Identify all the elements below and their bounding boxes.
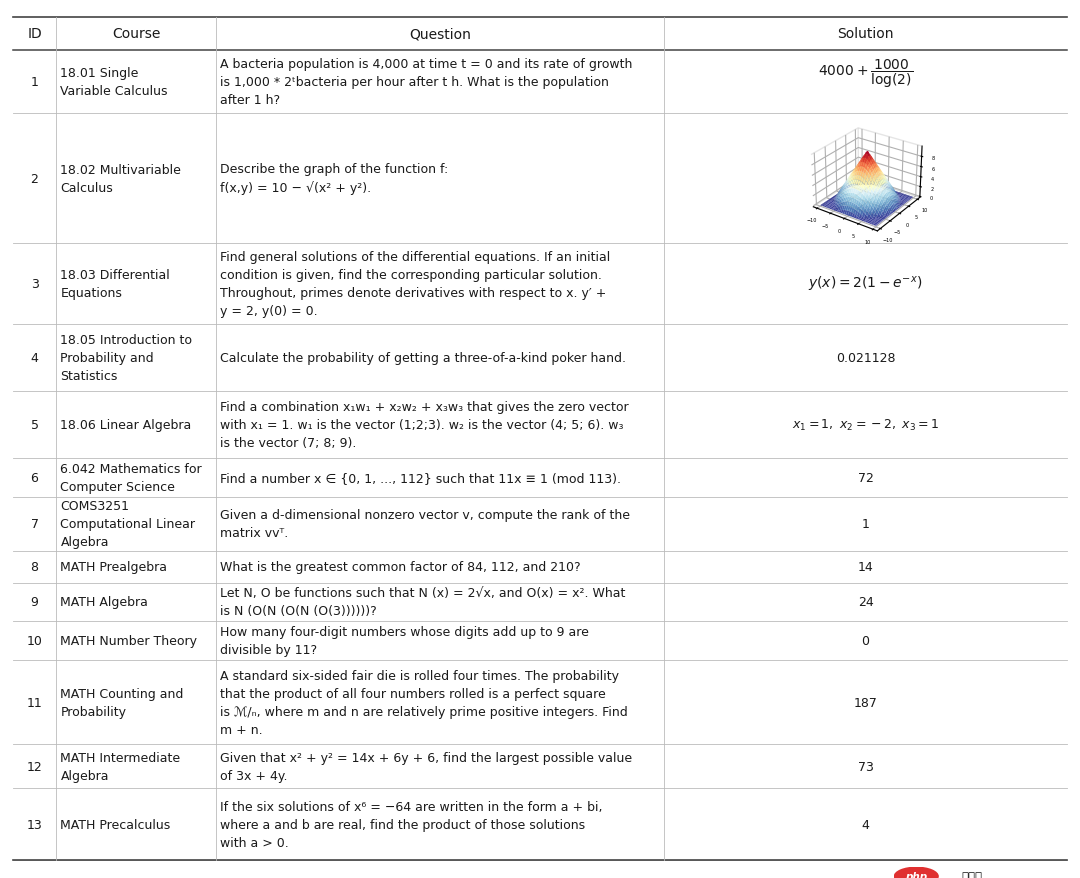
Text: Find general solutions of the differential equations. If an initial
condition is: Find general solutions of the differenti… [220,251,610,318]
Text: 2: 2 [30,173,39,185]
Text: 11: 11 [27,696,42,709]
Text: MATH Counting and
Probability: MATH Counting and Probability [60,687,184,718]
Text: How many four-digit numbers whose digits add up to 9 are
divisible by 11?: How many four-digit numbers whose digits… [220,625,590,657]
Text: COMS3251
Computational Linear
Algebra: COMS3251 Computational Linear Algebra [60,500,195,549]
Text: 0: 0 [862,635,869,647]
Text: 187: 187 [853,696,878,709]
Text: ID: ID [27,27,42,41]
Text: 3: 3 [30,278,39,291]
Text: 12: 12 [27,760,42,773]
Text: 4: 4 [30,352,39,364]
Text: Find a combination x₁w₁ + x₂w₂ + x₃w₃ that gives the zero vector
with x₁ = 1. w₁: Find a combination x₁w₁ + x₂w₂ + x₃w₃ th… [220,400,629,450]
Text: Let N, O be functions such that N (x) = 2√x, and O(x) = x². What
is N (O(N (O(N : Let N, O be functions such that N (x) = … [220,587,625,618]
Text: $4000 + \dfrac{1000}{\log(2)}$: $4000 + \dfrac{1000}{\log(2)}$ [818,58,914,90]
Text: Calculate the probability of getting a three-of-a-kind poker hand.: Calculate the probability of getting a t… [220,352,626,364]
Text: 5: 5 [30,419,39,431]
Text: A bacteria population is 4,000 at time t = 0 and its rate of growth
is 1,000 * 2: A bacteria population is 4,000 at time t… [220,58,633,107]
Text: Given that x² + y² = 14x + 6y + 6, find the largest possible value
of 3x + 4y.: Given that x² + y² = 14x + 6y + 6, find … [220,751,633,782]
Text: 0.021128: 0.021128 [836,352,895,364]
Text: php: php [905,871,928,878]
Text: 4: 4 [862,818,869,831]
Text: MATH Prealgebra: MATH Prealgebra [60,561,167,573]
Text: 18.05 Introduction to
Probability and
Statistics: 18.05 Introduction to Probability and St… [60,334,192,383]
Text: A standard six-sided fair die is rolled four times. The probability
that the pro: A standard six-sided fair die is rolled … [220,669,629,736]
Text: Given a d-dimensional nonzero vector v, compute the rank of the
matrix vvᵀ.: Given a d-dimensional nonzero vector v, … [220,508,631,540]
Text: Find a number x ∈ {0, 1, ..., 112} such that 11x ≡ 1 (mod 113).: Find a number x ∈ {0, 1, ..., 112} such … [220,471,621,484]
Text: 1: 1 [30,76,39,89]
Text: 13: 13 [27,818,42,831]
Text: 24: 24 [858,596,874,608]
Text: 1: 1 [862,518,869,530]
Text: $y(x) = 2(1 - e^{-x})$: $y(x) = 2(1 - e^{-x})$ [809,275,922,294]
Text: 14: 14 [858,561,874,573]
Ellipse shape [894,867,939,878]
Text: $x_1 = 1,\ x_2 = -2,\ x_3 = 1$: $x_1 = 1,\ x_2 = -2,\ x_3 = 1$ [792,417,940,433]
Text: 18.02 Multivariable
Calculus: 18.02 Multivariable Calculus [60,163,181,195]
Text: 8: 8 [30,561,39,573]
Text: What is the greatest common factor of 84, 112, and 210?: What is the greatest common factor of 84… [220,561,581,573]
Text: If the six solutions of x⁶ = −64 are written in the form a + bi,
where a and b a: If the six solutions of x⁶ = −64 are wri… [220,800,603,849]
Text: 7: 7 [30,518,39,530]
Text: Course: Course [112,27,160,41]
Text: 18.06 Linear Algebra: 18.06 Linear Algebra [60,419,192,431]
Text: MATH Intermediate
Algebra: MATH Intermediate Algebra [60,751,180,782]
Text: 73: 73 [858,760,874,773]
Text: 18.03 Differential
Equations: 18.03 Differential Equations [60,269,171,300]
Text: 中文网: 中文网 [961,870,982,878]
Text: MATH Algebra: MATH Algebra [60,596,148,608]
Text: 9: 9 [30,596,39,608]
Text: Question: Question [409,27,471,41]
Text: MATH Precalculus: MATH Precalculus [60,818,171,831]
Text: Describe the graph of the function f:
f(x,y) = 10 − √(x² + y²).: Describe the graph of the function f: f(… [220,163,448,195]
Text: 10: 10 [27,635,42,647]
Text: 72: 72 [858,471,874,484]
Text: 18.01 Single
Variable Calculus: 18.01 Single Variable Calculus [60,67,168,98]
Text: 6.042 Mathematics for
Computer Science: 6.042 Mathematics for Computer Science [60,462,202,493]
Text: MATH Number Theory: MATH Number Theory [60,635,198,647]
Text: 6: 6 [30,471,39,484]
Text: Solution: Solution [837,27,894,41]
